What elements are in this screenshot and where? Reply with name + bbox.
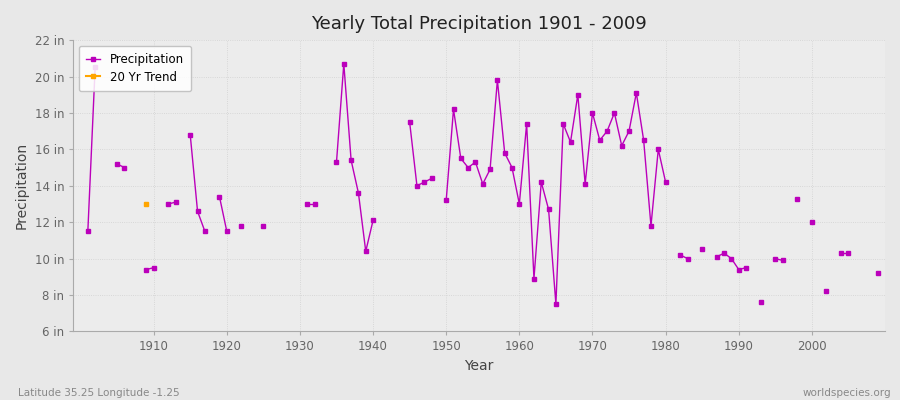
X-axis label: Year: Year: [464, 359, 494, 373]
Precipitation: [90, 65, 101, 70]
Text: worldspecies.org: worldspecies.org: [803, 388, 891, 398]
Title: Yearly Total Precipitation 1901 - 2009: Yearly Total Precipitation 1901 - 2009: [311, 15, 647, 33]
Text: Latitude 35.25 Longitude -1.25: Latitude 35.25 Longitude -1.25: [18, 388, 180, 398]
Line: Precipitation: Precipitation: [86, 66, 97, 233]
Y-axis label: Precipitation: Precipitation: [15, 142, 29, 229]
Legend: Precipitation, 20 Yr Trend: Precipitation, 20 Yr Trend: [79, 46, 191, 91]
Precipitation: [83, 229, 94, 234]
